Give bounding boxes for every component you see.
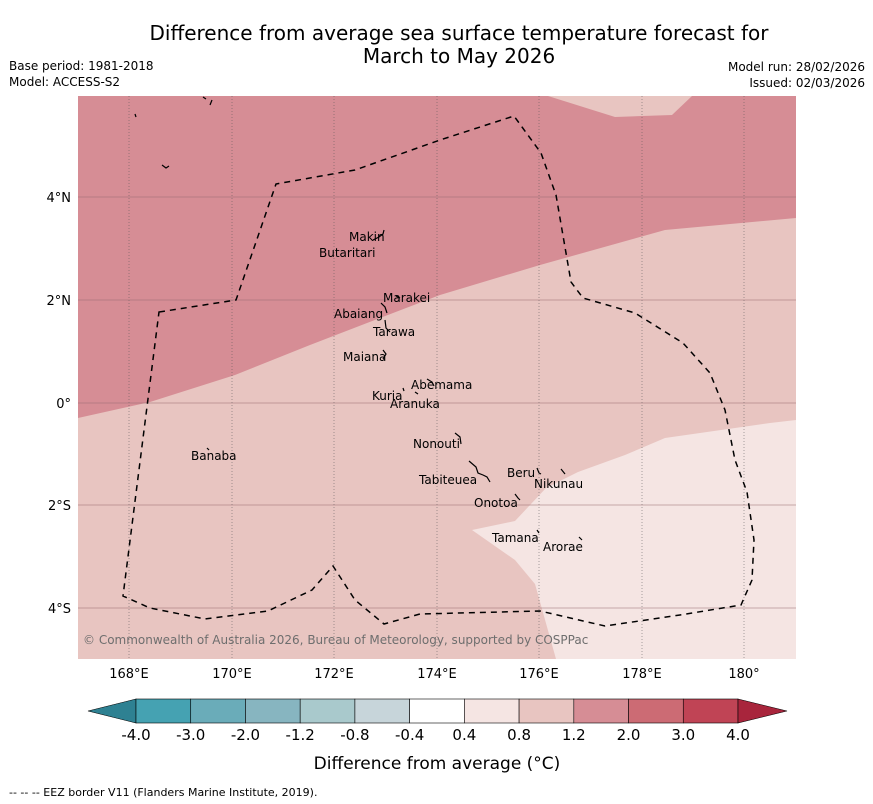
- colorbar: -4.0 -3.0 -2.0 -1.2 -0.8 -0.4 0.4 0.8 1.2 2.0 3.0 4…: [87, 698, 788, 774]
- colorbar-swatch: [190, 698, 246, 724]
- label-nonouti: Nonouti: [413, 437, 460, 451]
- colorbar-ticks: -4.0 -3.0 -2.0 -1.2 -0.8 -0.4 0.4 0.8 1.2 2.0 3.0 4…: [121, 726, 750, 744]
- label-makin: Makin: [349, 230, 385, 244]
- label-aranuka: Aranuka: [390, 397, 440, 411]
- label-onotoa: Onotoa: [474, 496, 518, 510]
- title-line-1: Difference from average sea surface temp…: [149, 21, 769, 45]
- graticule: [128, 96, 745, 659]
- issued-date: Issued: 02/03/2026: [749, 76, 865, 90]
- label-kuria: Kuria: [372, 389, 403, 403]
- colorbar-tick-label: 1.2: [562, 726, 586, 744]
- map-title: Difference from average sea surface temp…: [0, 22, 873, 68]
- label-nikunau: Nikunau: [534, 477, 583, 491]
- lat-tick-2s: 2°S: [48, 499, 71, 514]
- colorbar-tick-label: 0.8: [507, 726, 531, 744]
- colorbar-swatch: [409, 698, 465, 724]
- lon-tick-174: 174°E: [417, 667, 457, 682]
- label-tamana: Tamana: [491, 531, 539, 545]
- lon-tick-168: 168°E: [109, 667, 149, 682]
- model-name: Model: ACCESS-S2: [9, 75, 121, 89]
- colorbar-tick-label: -4.0: [121, 726, 150, 744]
- colorbar-swatch: [464, 698, 520, 724]
- colorbar-swatches: [87, 698, 788, 724]
- label-abemama: Abemama: [411, 378, 472, 392]
- colorbar-tick-label: -0.8: [340, 726, 369, 744]
- lat-tick-0: 0°: [56, 397, 71, 412]
- longitude-ticks: 168°E 170°E 172°E 174°E 176°E 178°E 180°: [109, 667, 759, 682]
- label-maiana: Maiana: [343, 350, 386, 364]
- colorbar-swatch: [245, 698, 301, 724]
- zone-1.2-2.0-north: [548, 96, 692, 117]
- label-banaba: Banaba: [191, 449, 237, 463]
- base-period: Base period: 1981-2018: [9, 59, 154, 73]
- colorbar-tick-label: -3.0: [176, 726, 205, 744]
- colorbar-tick-label: 4.0: [726, 726, 750, 744]
- colorbar-swatch: [573, 698, 629, 724]
- label-beru: Beru: [507, 466, 535, 480]
- model-run: Model run: 28/02/2026: [727, 60, 865, 74]
- colorbar-tick-label: 3.0: [671, 726, 695, 744]
- lat-tick-4s: 4°S: [48, 602, 71, 617]
- colorbar-tick-label: -1.2: [286, 726, 315, 744]
- zone-2.0-3.0-west: [78, 96, 796, 418]
- copyright-notice: © Commonwealth of Australia 2026, Bureau…: [83, 633, 588, 647]
- lon-tick-170: 170°E: [212, 667, 252, 682]
- model-info: Base period: 1981-2018 Model: ACCESS-S2: [9, 58, 154, 90]
- colorbar-extend-low: [87, 698, 137, 724]
- island-outlines: [134, 96, 583, 541]
- label-tarawa: Tarawa: [372, 325, 415, 339]
- latitude-lines: [78, 196, 796, 609]
- colorbar-tick-label: 0.4: [452, 726, 476, 744]
- lon-tick-178: 178°E: [622, 667, 662, 682]
- colorbar-swatch: [299, 698, 356, 724]
- colorbar-swatch: [682, 698, 739, 724]
- zone-0.4-0.8-southeast: [472, 420, 796, 659]
- latitude-ticks: 4°N 2°N 0° 2°S 4°S: [47, 191, 72, 617]
- eez-footnote: -- -- -- EEZ border V11 (Flanders Marine…: [9, 786, 318, 799]
- label-abaiang: Abaiang: [334, 307, 383, 321]
- island-labels: Makin Butaritari Marakei Abaiang Tarawa …: [191, 230, 583, 554]
- colorbar-tick-label: -2.0: [231, 726, 260, 744]
- colorbar-swatch: [628, 698, 684, 724]
- lat-tick-2n: 2°N: [47, 294, 72, 309]
- lat-tick-4n: 4°N: [47, 191, 72, 206]
- run-info: Model run: 28/02/2026 Issued: 02/03/2026: [728, 59, 865, 91]
- lon-tick-180: 180°: [728, 667, 759, 682]
- colorbar-tick-label: 2.0: [617, 726, 641, 744]
- colorbar-tick-label: -0.4: [395, 726, 424, 744]
- title-line-2: March to May 2026: [362, 44, 556, 68]
- label-marakei: Marakei: [383, 291, 430, 305]
- label-tabiteuea: Tabiteuea: [418, 473, 477, 487]
- eez-border: [122, 115, 755, 627]
- colorbar-swatch: [354, 698, 410, 724]
- colorbar-swatch: [135, 698, 192, 724]
- label-arorae: Arorae: [543, 540, 583, 554]
- lon-tick-176: 176°E: [519, 667, 559, 682]
- lon-tick-172: 172°E: [314, 667, 354, 682]
- colorbar-extend-high: [737, 698, 788, 724]
- colorbar-label: Difference from average (°C): [314, 754, 561, 774]
- colorbar-swatch: [518, 698, 575, 724]
- label-butaritari: Butaritari: [319, 246, 376, 260]
